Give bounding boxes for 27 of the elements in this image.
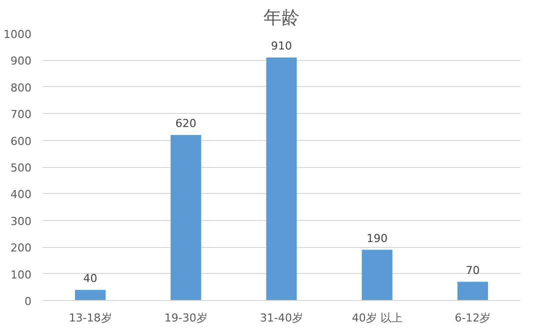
y-tick-label: 500 (10, 162, 32, 174)
x-tick-label: 19-30岁 (164, 312, 208, 324)
chart-title: 年龄 (264, 8, 300, 28)
y-tick-label: 200 (10, 242, 32, 255)
bar (170, 134, 202, 300)
y-tick-label: 0 (24, 295, 32, 308)
bar (362, 250, 392, 300)
data-label: 910 (271, 40, 292, 53)
y-tick-label: 1000 (4, 28, 32, 41)
bar (266, 58, 297, 300)
data-label: 40 (83, 272, 98, 285)
x-tick-label: 40岁 以上 (352, 312, 402, 324)
y-tick-label: 700 (10, 108, 32, 122)
data-label: 620 (175, 116, 196, 130)
y-tick-label: 800 (10, 81, 32, 94)
y-tick-label: 300 (10, 214, 32, 228)
x-tick-label: 13-18岁 (68, 312, 112, 324)
y-tick-label: 100 (10, 268, 32, 282)
data-label: 190 (366, 232, 388, 245)
x-tick-label: 6-12岁 (454, 312, 491, 324)
x-tick-label: 31-40岁 (260, 312, 303, 324)
bar (457, 282, 488, 300)
bar (75, 290, 106, 300)
y-tick-label: 600 (10, 134, 32, 148)
y-tick-label: 400 (10, 188, 32, 202)
data-label: 70 (466, 264, 480, 277)
y-tick-label: 900 (10, 54, 32, 68)
